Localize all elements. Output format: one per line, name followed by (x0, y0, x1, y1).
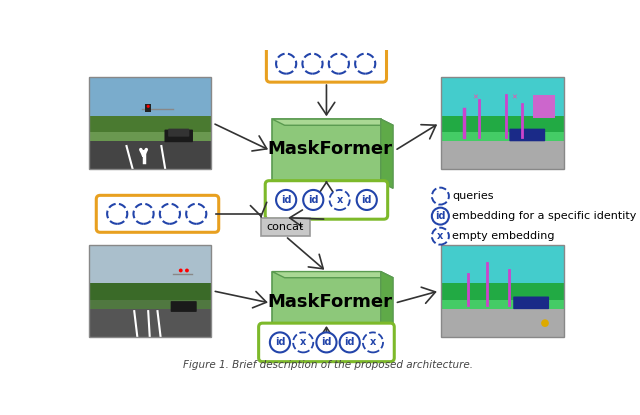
FancyBboxPatch shape (164, 129, 193, 142)
Ellipse shape (276, 54, 296, 74)
FancyBboxPatch shape (88, 244, 211, 286)
Polygon shape (381, 119, 393, 188)
FancyBboxPatch shape (441, 77, 564, 118)
Text: embedding for a specific identity: embedding for a specific identity (452, 211, 636, 221)
FancyBboxPatch shape (88, 115, 211, 134)
Ellipse shape (270, 332, 290, 352)
Text: id: id (362, 195, 372, 205)
Polygon shape (272, 271, 393, 278)
Text: x: x (437, 231, 444, 241)
Ellipse shape (432, 208, 449, 225)
Ellipse shape (303, 54, 323, 74)
Ellipse shape (432, 188, 449, 205)
FancyBboxPatch shape (171, 301, 196, 312)
Text: ✕: ✕ (511, 94, 517, 100)
Ellipse shape (329, 54, 349, 74)
Text: id: id (435, 211, 445, 221)
Ellipse shape (185, 269, 189, 272)
FancyBboxPatch shape (513, 296, 549, 309)
FancyBboxPatch shape (441, 132, 564, 143)
Text: MaskFormer: MaskFormer (267, 293, 392, 311)
Text: x: x (300, 337, 307, 347)
FancyBboxPatch shape (272, 119, 381, 182)
Ellipse shape (293, 332, 313, 352)
FancyBboxPatch shape (96, 195, 219, 232)
Text: id: id (321, 337, 332, 347)
Text: id: id (275, 337, 285, 347)
FancyBboxPatch shape (441, 300, 564, 311)
Ellipse shape (303, 190, 323, 210)
Text: MaskFormer: MaskFormer (267, 140, 392, 159)
FancyBboxPatch shape (441, 142, 564, 169)
Ellipse shape (330, 190, 349, 210)
FancyBboxPatch shape (145, 104, 151, 112)
Ellipse shape (107, 204, 127, 224)
Ellipse shape (363, 332, 383, 352)
Text: x: x (337, 195, 343, 205)
FancyBboxPatch shape (88, 77, 211, 118)
FancyBboxPatch shape (168, 129, 189, 137)
Text: concat: concat (267, 222, 304, 232)
Polygon shape (272, 119, 393, 125)
FancyBboxPatch shape (88, 142, 211, 169)
Ellipse shape (134, 204, 154, 224)
Ellipse shape (160, 204, 180, 224)
Ellipse shape (356, 190, 377, 210)
Text: id: id (281, 195, 291, 205)
FancyBboxPatch shape (266, 45, 387, 82)
Ellipse shape (355, 54, 375, 74)
FancyBboxPatch shape (88, 300, 211, 311)
Ellipse shape (340, 332, 360, 352)
Text: empty embedding: empty embedding (452, 231, 554, 241)
FancyBboxPatch shape (441, 244, 564, 286)
FancyBboxPatch shape (265, 181, 388, 219)
FancyBboxPatch shape (509, 129, 545, 141)
Ellipse shape (179, 269, 182, 272)
Text: x: x (370, 337, 376, 347)
Ellipse shape (186, 204, 206, 224)
Text: queries: queries (452, 191, 493, 201)
Ellipse shape (316, 332, 337, 352)
Text: id: id (344, 337, 355, 347)
FancyBboxPatch shape (441, 309, 564, 337)
Text: ✕: ✕ (472, 94, 478, 100)
FancyBboxPatch shape (441, 283, 564, 302)
Text: id: id (308, 195, 319, 205)
FancyBboxPatch shape (260, 217, 310, 236)
Ellipse shape (147, 105, 150, 108)
FancyBboxPatch shape (272, 271, 381, 335)
Polygon shape (381, 271, 393, 341)
FancyBboxPatch shape (88, 283, 211, 302)
Text: Figure 1. Brief description of the proposed architecture.: Figure 1. Brief description of the propo… (183, 360, 473, 370)
Ellipse shape (276, 190, 296, 210)
FancyBboxPatch shape (259, 323, 394, 361)
FancyBboxPatch shape (88, 132, 211, 143)
Ellipse shape (541, 319, 549, 327)
FancyBboxPatch shape (88, 309, 211, 337)
Ellipse shape (432, 228, 449, 244)
FancyBboxPatch shape (441, 115, 564, 134)
FancyBboxPatch shape (533, 95, 556, 118)
